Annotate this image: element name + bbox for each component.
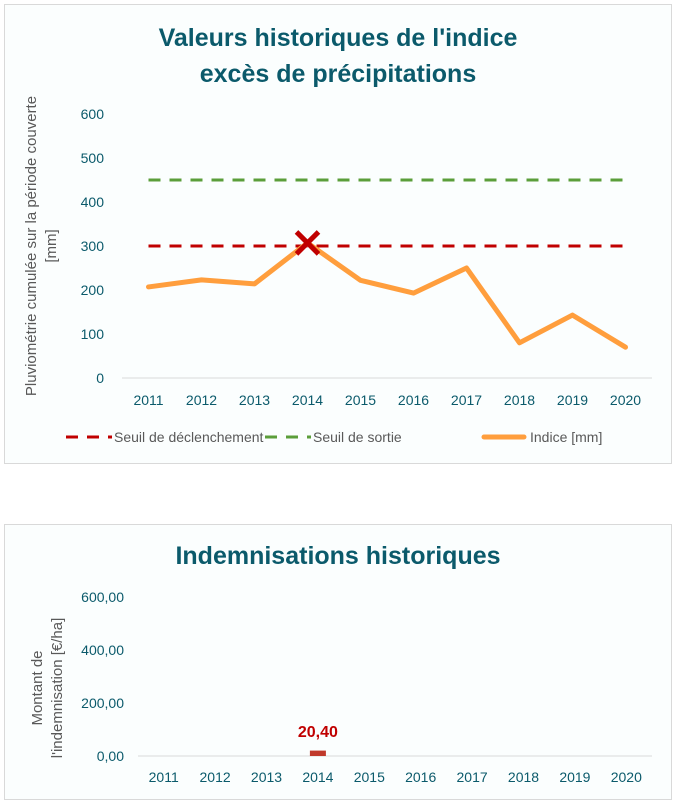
- chart-title-line1: Valeurs historiques de l'indice: [159, 24, 518, 52]
- index-line-chart: Valeurs historiques de l'indice excès de…: [23, 24, 652, 445]
- chart-title-line2: excès de précipitations: [200, 60, 477, 88]
- x-tick-label: 2014: [292, 392, 323, 408]
- y-tick-label: 600: [81, 106, 105, 122]
- bar-2014: [309, 750, 326, 756]
- y-axis-label-line2: [mm]: [43, 229, 60, 262]
- indemnity-chart-frame: [4, 524, 672, 800]
- x-tick-label: 2019: [557, 392, 588, 408]
- legend-label: Seuil de sortie: [313, 429, 402, 445]
- y-tick-label: 500: [81, 150, 105, 166]
- y-axis-label-line1: Pluviométrie cumulée sur la période couv…: [23, 96, 40, 396]
- legend-item: Seuil de déclenchement: [66, 429, 264, 445]
- x-tick-label: 2011: [149, 769, 179, 785]
- x-tick-label: 2013: [239, 392, 270, 408]
- y-tick-label: 400,00: [81, 642, 124, 658]
- x-tick-label: 2015: [345, 392, 376, 408]
- y-tick-label: 400: [81, 194, 105, 210]
- x-tick-label: 2013: [251, 769, 282, 785]
- x-tick-label: 2018: [504, 392, 535, 408]
- x-tick-label: 2015: [354, 769, 385, 785]
- legend-item: Indice [mm]: [481, 429, 602, 445]
- y-tick-label: 200,00: [81, 695, 124, 711]
- y-tick-label: 0,00: [97, 748, 124, 764]
- trigger-x-marker: [294, 230, 321, 256]
- y-tick-label: 300: [81, 238, 105, 254]
- y-axis-label-line1: Montant de: [29, 650, 46, 725]
- y-tick-label: 100: [81, 326, 105, 342]
- x-tick-label: 2012: [186, 392, 217, 408]
- x-tick-label: 2019: [559, 769, 590, 785]
- legend-label: Seuil de déclenchement: [114, 429, 264, 445]
- data-label: 20,40: [298, 724, 338, 741]
- x-tick-label: 2017: [451, 392, 482, 408]
- index-chart-frame: [4, 4, 672, 464]
- x-tick-label: 2012: [200, 769, 231, 785]
- x-tick-label: 2020: [610, 392, 641, 408]
- x-tick-label: 2014: [302, 769, 333, 785]
- series-line-indice-mm-: [146, 240, 628, 350]
- chart-title: Indemnisations historiques: [175, 542, 500, 570]
- x-tick-label: 2016: [398, 392, 429, 408]
- x-tick-label: 2018: [508, 769, 539, 785]
- x-tick-label: 2016: [405, 769, 436, 785]
- x-tick-label: 2017: [457, 769, 488, 785]
- y-axis-label-line2: l'indemnisation [€/ha]: [49, 618, 66, 758]
- x-tick-label: 2011: [133, 392, 163, 408]
- y-tick-label: 200: [81, 282, 105, 298]
- legend-item: Seuil de sortie: [265, 429, 402, 445]
- y-tick-label: 600,00: [81, 589, 124, 605]
- y-tick-label: 0: [96, 370, 104, 386]
- x-tick-label: 2020: [611, 769, 642, 785]
- legend-label: Indice [mm]: [530, 429, 602, 445]
